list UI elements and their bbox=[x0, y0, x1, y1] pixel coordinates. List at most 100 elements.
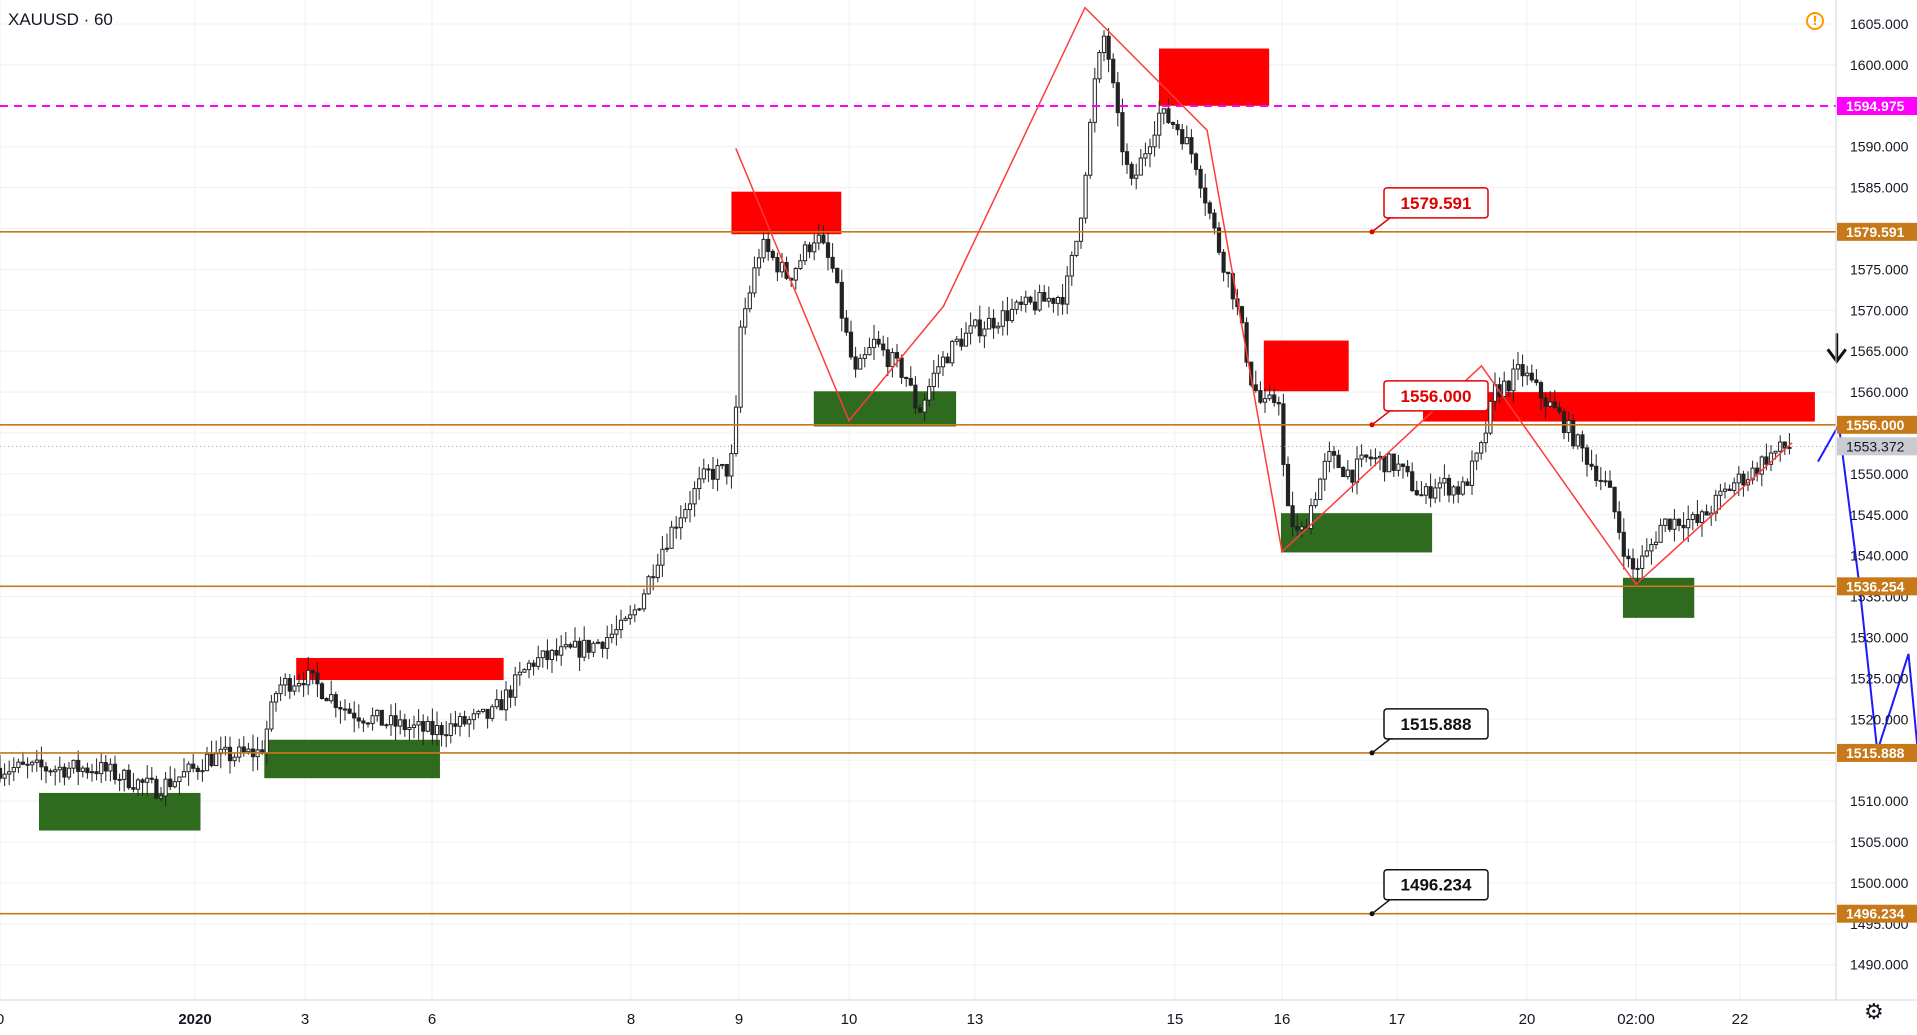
candle-body bbox=[200, 770, 205, 773]
candle-body bbox=[1115, 82, 1120, 114]
candle-body bbox=[890, 352, 895, 368]
candle-body bbox=[508, 689, 513, 698]
candle-body bbox=[1078, 217, 1084, 242]
candle-body bbox=[1534, 379, 1539, 384]
demand-zone bbox=[264, 739, 440, 779]
x-tick-label: 15 bbox=[1167, 1011, 1184, 1028]
exclamation-circle-icon[interactable]: ! bbox=[1806, 12, 1824, 30]
candle-body bbox=[246, 748, 251, 753]
candle-body bbox=[1152, 134, 1157, 148]
x-tick-label: 2020 bbox=[178, 1011, 211, 1028]
candle-body bbox=[922, 399, 927, 413]
candle-body bbox=[743, 308, 748, 328]
candle-body bbox=[89, 771, 95, 774]
candle-body bbox=[223, 746, 228, 750]
candle-body bbox=[683, 509, 688, 519]
candle-body bbox=[94, 771, 99, 775]
candle-body bbox=[1515, 364, 1521, 370]
candle-body bbox=[812, 242, 817, 253]
candle-body bbox=[273, 693, 279, 703]
candle-body bbox=[1548, 401, 1553, 407]
candle-body bbox=[1543, 397, 1548, 407]
candle-body bbox=[333, 694, 338, 709]
candle-body bbox=[204, 753, 210, 772]
candle-body bbox=[720, 463, 725, 467]
candle-body bbox=[766, 238, 771, 252]
candle-body bbox=[168, 778, 173, 788]
callout-box bbox=[1383, 187, 1489, 219]
candle-body bbox=[154, 778, 159, 799]
candle-body bbox=[416, 721, 421, 726]
candle-body bbox=[563, 644, 568, 648]
candle-body bbox=[651, 576, 656, 579]
candle-body bbox=[1313, 499, 1318, 507]
candle-body bbox=[1055, 296, 1061, 304]
price-axis: 1605.000 1600.000 1590.000 1585.000 1575.000… bbox=[1835, 0, 1917, 1000]
candle-body bbox=[80, 767, 85, 772]
candle-body bbox=[411, 724, 417, 729]
candle-body bbox=[439, 725, 444, 736]
price-badge bbox=[1837, 743, 1917, 762]
candle-body bbox=[453, 723, 458, 727]
candle-body bbox=[1157, 112, 1162, 136]
supply-zone bbox=[1263, 340, 1349, 392]
candle-body bbox=[848, 331, 854, 358]
candle-body bbox=[1391, 453, 1396, 471]
zones-layer bbox=[39, 48, 1815, 831]
candle-body bbox=[227, 746, 233, 762]
candle-body bbox=[913, 384, 918, 409]
candle-body bbox=[517, 671, 522, 676]
callout-box bbox=[1383, 708, 1489, 740]
candle-body bbox=[195, 767, 200, 773]
candle-body bbox=[775, 257, 780, 273]
candle-body bbox=[996, 325, 1001, 329]
x-tick-label: 3 bbox=[301, 1011, 309, 1028]
candle-body bbox=[324, 697, 329, 702]
candle-body bbox=[365, 722, 371, 725]
candle-body bbox=[1405, 465, 1410, 473]
candle-body bbox=[1400, 463, 1406, 467]
price-badge bbox=[1837, 577, 1917, 596]
callout-pointer bbox=[1371, 217, 1394, 233]
candle-body bbox=[393, 715, 398, 727]
y-tick-label: 1530.000 bbox=[1850, 630, 1909, 646]
candle-body bbox=[444, 734, 449, 737]
supply-zone bbox=[731, 191, 842, 235]
candle-body bbox=[1253, 384, 1258, 392]
candle-body bbox=[825, 242, 831, 258]
candle-body bbox=[876, 338, 881, 345]
candle-body bbox=[1051, 297, 1056, 304]
candle-body bbox=[1713, 494, 1718, 514]
candle-body bbox=[1032, 301, 1038, 311]
candle-body bbox=[853, 356, 858, 370]
candle-body bbox=[292, 685, 297, 692]
candle-body bbox=[1681, 524, 1686, 529]
candle-body bbox=[1663, 518, 1668, 526]
candle-body bbox=[821, 234, 826, 244]
candle-body bbox=[572, 640, 578, 648]
candle-body bbox=[53, 769, 58, 773]
candle-body bbox=[131, 787, 136, 790]
callout-pointer bbox=[1371, 738, 1394, 754]
gear-icon[interactable]: ⚙ bbox=[1864, 1000, 1884, 1025]
candle-body bbox=[1630, 558, 1636, 570]
candle-body bbox=[664, 547, 670, 550]
candle-body bbox=[687, 503, 693, 511]
candle-body bbox=[1690, 514, 1695, 520]
candle-body bbox=[609, 633, 614, 639]
candle-body bbox=[586, 639, 591, 653]
candle-body bbox=[839, 281, 844, 319]
candles-layer bbox=[0, 28, 1792, 807]
down-arrow-head bbox=[1826, 348, 1847, 364]
candle-body bbox=[894, 352, 900, 359]
y-tick-label: 1565.000 bbox=[1850, 343, 1909, 359]
candle-body bbox=[494, 699, 499, 708]
candle-body bbox=[1281, 403, 1286, 465]
candle-body bbox=[85, 767, 90, 774]
candle-body bbox=[706, 468, 711, 471]
candle-body bbox=[1318, 478, 1323, 501]
candle-body bbox=[1782, 441, 1787, 449]
candle-body bbox=[1732, 482, 1737, 492]
y-tick-label: 1585.000 bbox=[1850, 180, 1909, 196]
